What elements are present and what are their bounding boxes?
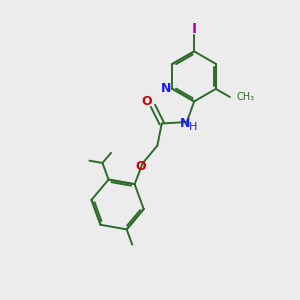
Text: O: O <box>136 160 146 173</box>
Text: O: O <box>142 95 152 108</box>
Text: CH₃: CH₃ <box>236 92 254 102</box>
Text: H: H <box>189 122 197 132</box>
Text: N: N <box>161 82 171 95</box>
Text: I: I <box>192 22 197 36</box>
Text: N: N <box>180 117 190 130</box>
